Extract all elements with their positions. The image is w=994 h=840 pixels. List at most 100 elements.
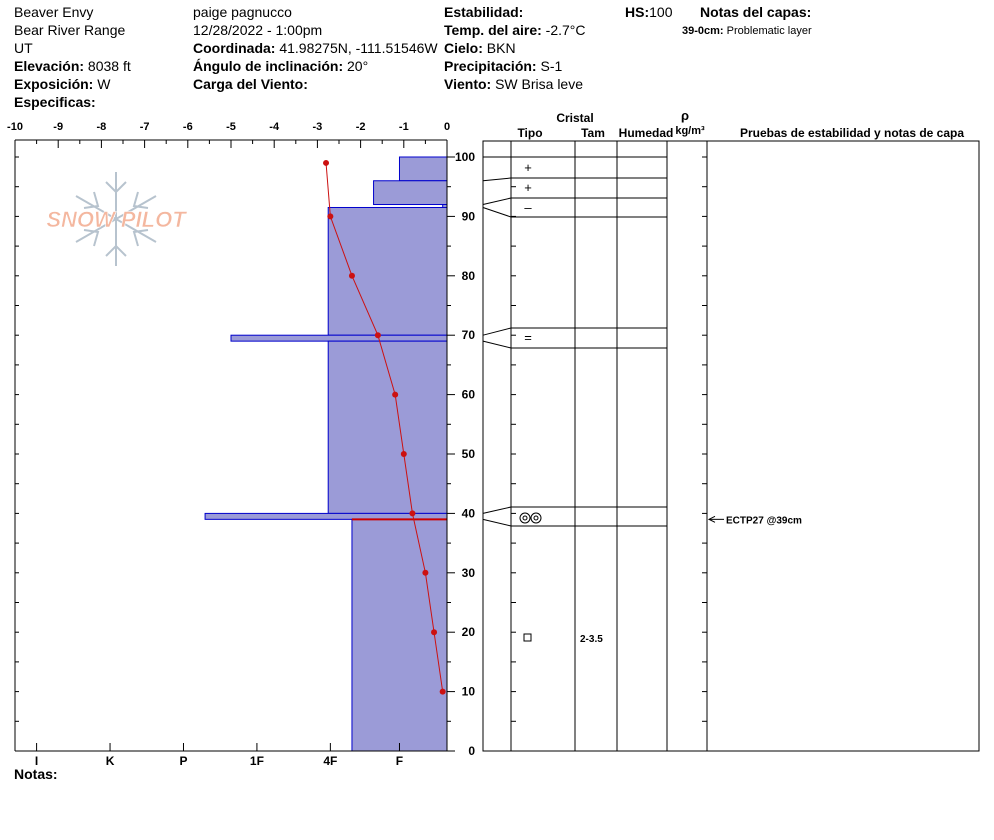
temp-tick-label: -5 (226, 121, 236, 133)
stability-label: Estabilidad: (444, 4, 524, 20)
temperature-point (439, 688, 446, 695)
location-name: Beaver Envy (14, 4, 94, 20)
temp-tick-label: -9 (53, 121, 63, 133)
height-tick-label: 40 (462, 506, 476, 520)
sky-value: BKN (486, 40, 516, 56)
specifics-label: Especificas: (14, 94, 96, 110)
layer-notes: Notas del capas: (700, 3, 811, 21)
hardness-bar (398, 156, 448, 182)
temperature-point (323, 159, 330, 166)
coord-label: Coordinada: (193, 40, 276, 56)
precip-value: S-1 (540, 58, 563, 74)
height-tick-label: 90 (462, 209, 476, 223)
layer-connector (482, 327, 512, 336)
crystal-symbol (530, 512, 542, 524)
precipitation: Precipitación: S-1 (444, 57, 562, 75)
crystal-size: 2-3.5 (580, 634, 603, 645)
temperature-point (374, 332, 381, 339)
temperature-line (325, 162, 444, 692)
height-tick-label: 70 (462, 328, 476, 342)
type-column-header: Tipo (517, 126, 542, 140)
layer-note-range: 39-0cm: (682, 25, 724, 37)
hardness-bar (327, 206, 448, 336)
snowflake-icon (75, 172, 157, 266)
height-tick-label: 100 (455, 150, 475, 164)
wind-value: SW Brisa leve (495, 76, 584, 92)
temperature-profile (323, 159, 446, 695)
temperature-point (422, 569, 429, 576)
hs-label: HS: (625, 4, 650, 20)
air-temp-value: -2.7°C (545, 22, 586, 38)
temp-tick-label: -1 (399, 121, 409, 133)
state: UT (14, 40, 33, 56)
temperature-point (400, 451, 407, 457)
height-tick-label: 10 (462, 685, 476, 699)
layer-connector (482, 207, 512, 218)
coord-value: 41.98275N, -111.51546W (279, 40, 438, 56)
layer-connector (482, 197, 512, 206)
sky: Cielo: BKN (444, 39, 516, 57)
temp-tick-label: -2 (356, 121, 366, 133)
height-tick-label: 60 (462, 388, 476, 402)
crystal-symbol: – (524, 200, 532, 215)
height-tick-label: 80 (462, 269, 476, 283)
crystal-symbol: = (524, 330, 532, 345)
hardness-tick-label: I (35, 754, 38, 768)
temperature-point (348, 272, 355, 279)
temperature-point (431, 629, 438, 636)
hardness-tick-label: K (106, 754, 115, 768)
elevation-value: 8038 ft (87, 58, 131, 74)
rho-symbol: ρ (681, 108, 689, 123)
datetime: 12/28/2022 - 1:00pm (193, 22, 323, 38)
crystal-symbol (519, 512, 531, 524)
hardness-bar (351, 518, 448, 752)
density-column-header: kg/m³ (675, 125, 705, 137)
temp-tick-label: -7 (140, 121, 150, 133)
observer: paige pagnucco (193, 4, 292, 20)
temp-tick-label: -6 (183, 121, 193, 133)
mountain-range: Bear River Range (14, 22, 126, 38)
elevation-label: Elevación: (14, 58, 85, 74)
aspect: Exposición: W (14, 75, 110, 93)
crystal-symbol-inner (522, 515, 528, 521)
slope-angle: Ángulo de inclinación: 20° (193, 57, 368, 75)
layer-panel-frame (482, 140, 980, 752)
wind-load-label: Carga del Viento: (193, 76, 308, 92)
height-tick-label: 0 (468, 744, 475, 758)
aspect-value: W (97, 76, 111, 92)
wind: Viento: SW Brisa leve (444, 75, 583, 93)
layer-connector (482, 177, 512, 182)
height-tick-label: 20 (462, 625, 476, 639)
temperature-point (392, 391, 399, 398)
size-column-header: Tam (581, 126, 605, 140)
logo-text: SNOW PILOT (46, 207, 187, 232)
aspect-label: Exposición: (14, 76, 94, 92)
hs-value: 100 (649, 4, 673, 20)
temperature-point (327, 213, 334, 220)
test-label: ECTP27 @39cm (726, 515, 802, 526)
layer-notes-label: Notas del capas: (700, 4, 812, 20)
temp-tick-label: -3 (313, 121, 323, 133)
moisture-column-header: Humedad (619, 126, 674, 140)
snowpilot-logo: SNOW PILOT (46, 172, 188, 266)
height-tick-label: 50 (462, 447, 476, 461)
test-arrow-head (707, 515, 716, 523)
hardness-tick-label: 1F (250, 754, 264, 768)
snow-height: HS:100 (625, 3, 672, 21)
elevation: Elevación: 8038 ft (14, 57, 131, 75)
temp-tick-label: -8 (97, 121, 107, 133)
specifics: Especificas: (14, 93, 96, 111)
crystal-symbol: + (524, 160, 532, 175)
stability: Estabilidad: (444, 3, 523, 21)
air-temp-label: Temp. del aire: (444, 22, 542, 38)
hardness-bar (230, 334, 448, 342)
crystal-symbol-inner (533, 515, 539, 521)
temp-tick-label: -4 (269, 121, 280, 133)
height-tick-label: 30 (462, 566, 476, 580)
layer-note-text: Problematic layer (726, 25, 812, 37)
notes: Notas: (14, 765, 58, 783)
layer-note: 39-0cm: Problematic layer (682, 22, 812, 40)
hardness-tick-label: P (179, 754, 187, 768)
hardness-tick-label: 4F (323, 754, 337, 768)
hardness-bar (373, 180, 448, 206)
